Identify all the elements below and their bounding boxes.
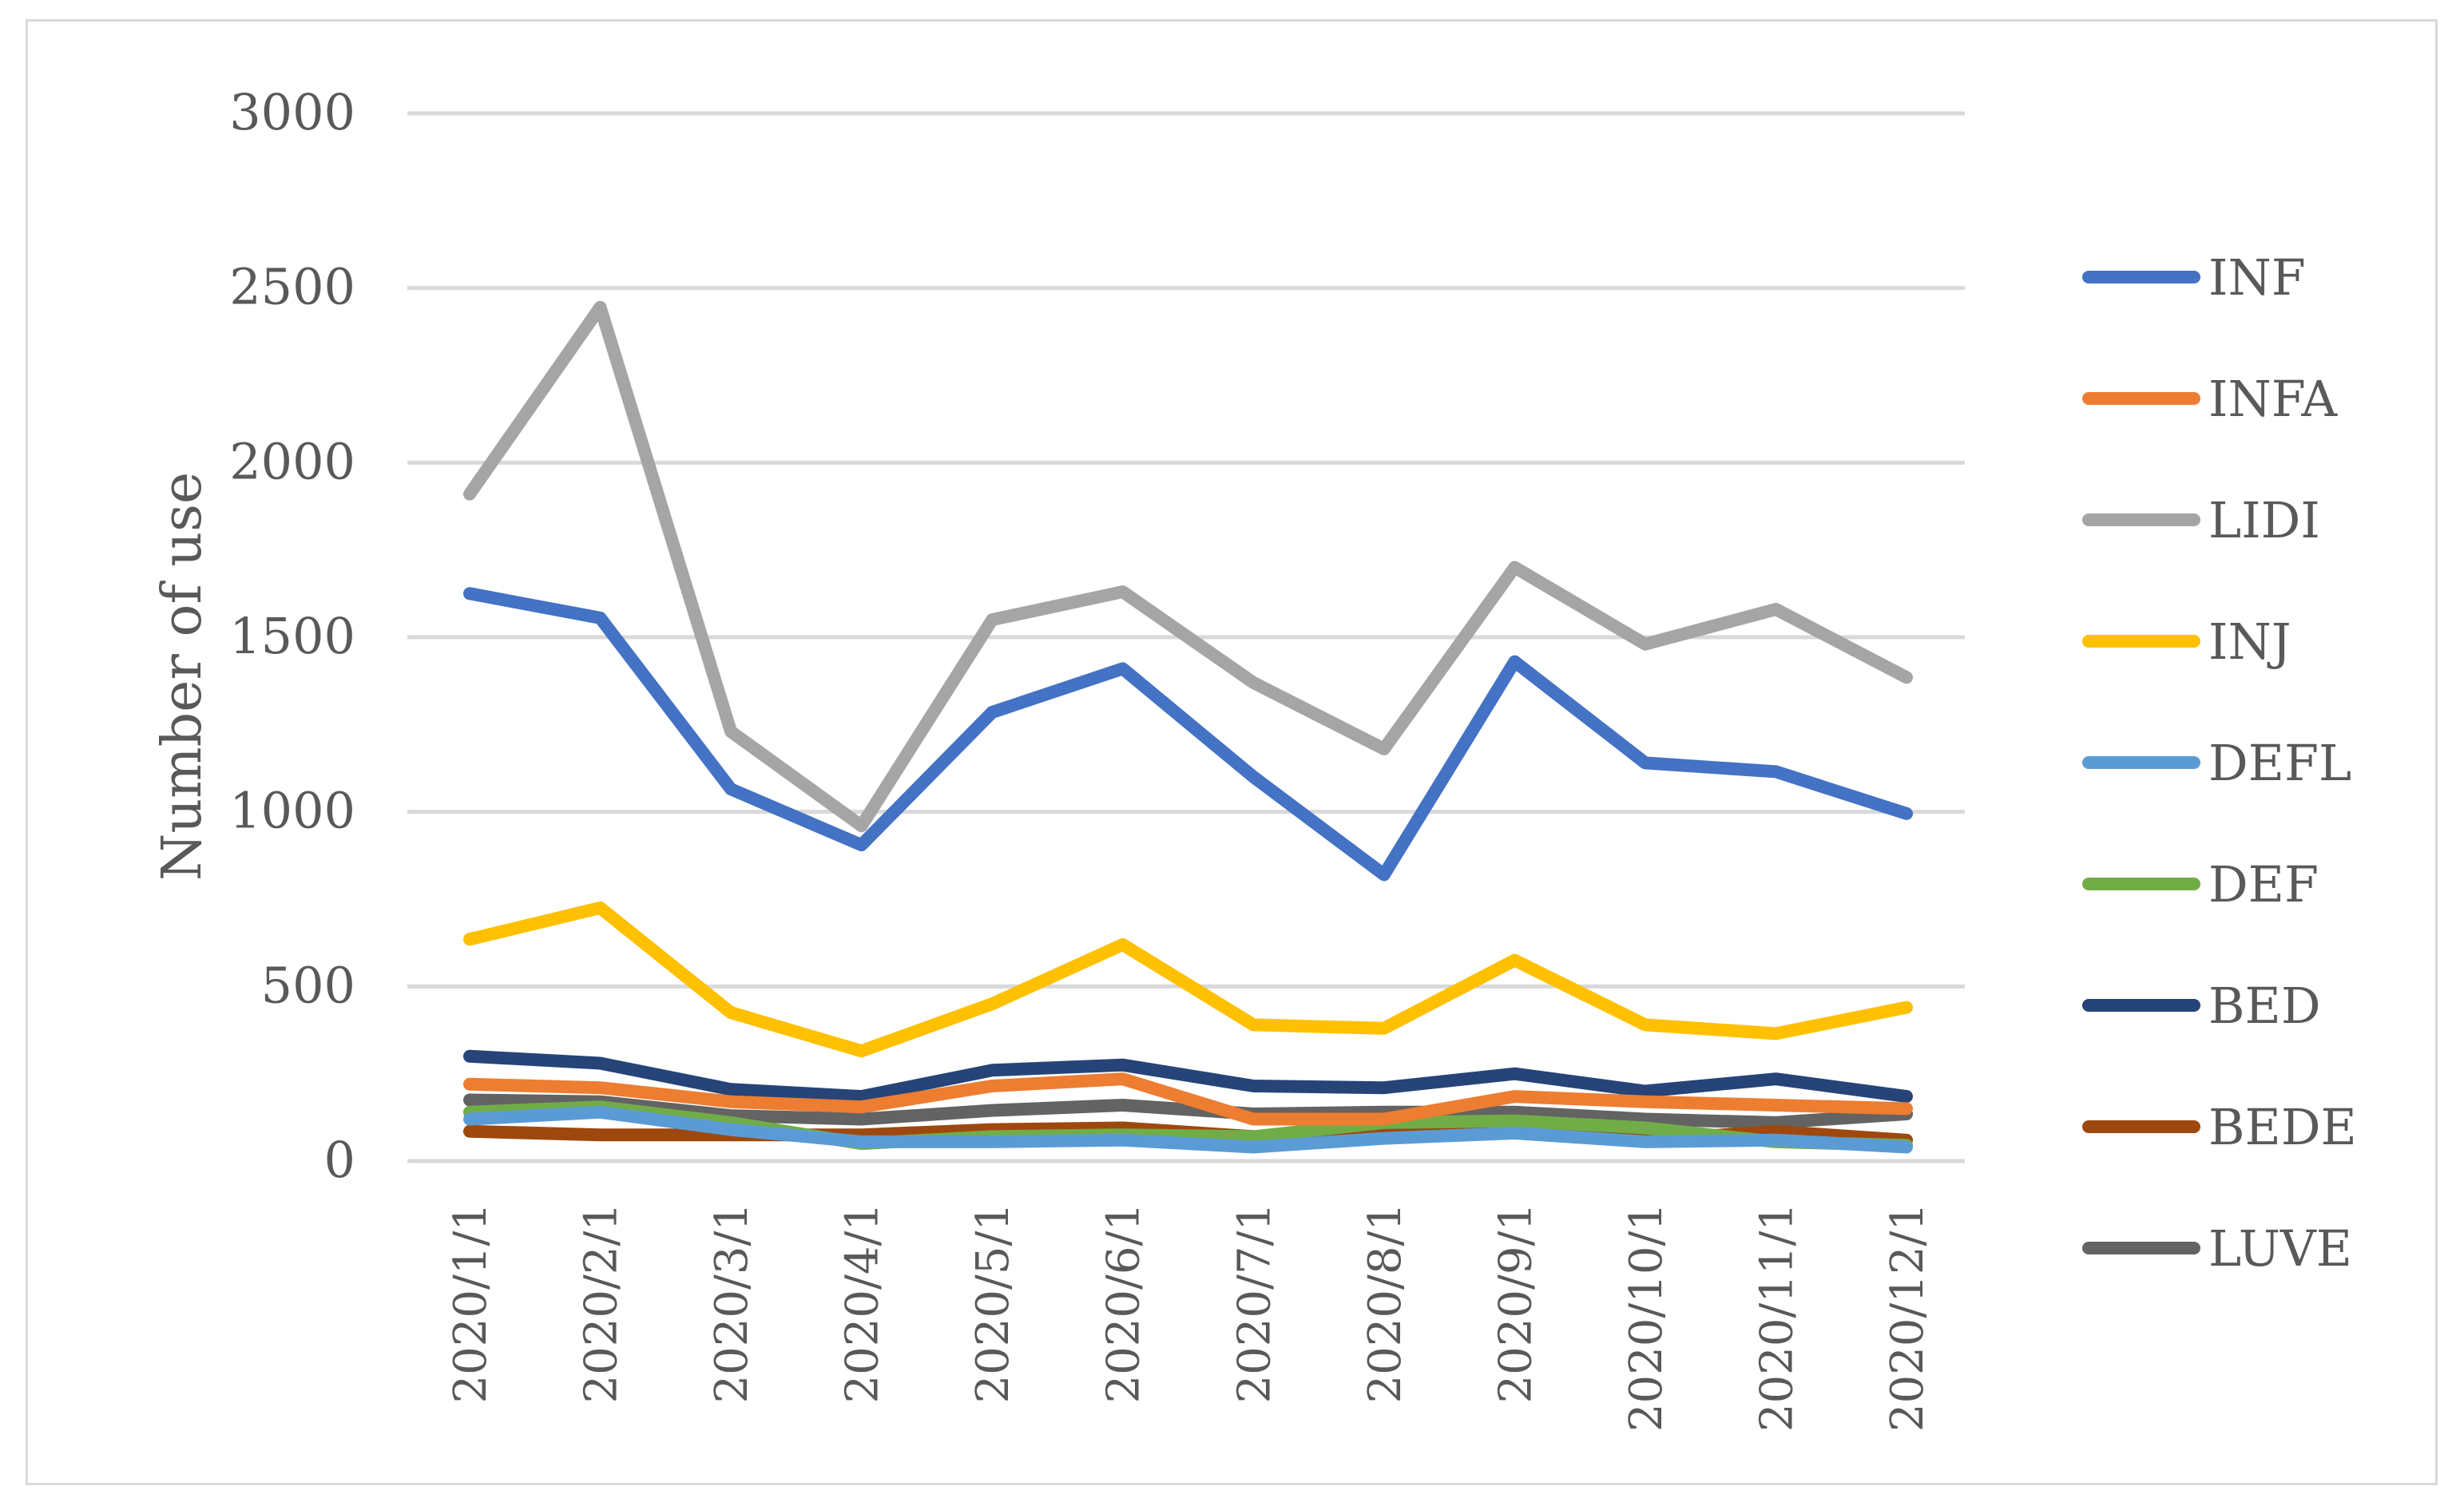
legend-label-inf: INF <box>2208 248 2306 307</box>
series-line-bed <box>463 1049 1913 1104</box>
series-line-def <box>463 1100 1913 1152</box>
y-tick-label: 1000 <box>229 782 355 840</box>
series-line-luve <box>463 1093 1913 1129</box>
legend-label-bede: BEDE <box>2208 1098 2357 1156</box>
legend-label-bed: BED <box>2208 977 2321 1035</box>
x-tick-label: 2020/10/1 <box>1621 1203 1672 1432</box>
legend-label-defl: DEFL <box>2208 734 2351 792</box>
x-tick-label: 2020/12/1 <box>1882 1203 1934 1432</box>
series-line-inf <box>463 587 1913 882</box>
series-line-infa <box>463 1072 1913 1126</box>
x-tick-label: 2020/4/1 <box>837 1203 889 1404</box>
legend-label-def: DEF <box>2208 855 2319 914</box>
series-lines <box>463 300 1913 1154</box>
y-axis-title: Number of use <box>151 472 214 881</box>
x-tick-label: 2020/3/1 <box>706 1203 758 1404</box>
legend: INF INFA LIDI INJ DEFL DEF BED BEDE LUVE <box>2082 248 2357 1278</box>
x-tick-label: 2020/8/1 <box>1359 1203 1411 1404</box>
x-tick-label: 2020/1/1 <box>445 1203 497 1404</box>
series-line-lidi <box>463 300 1913 833</box>
y-tick-label: 1500 <box>229 607 355 665</box>
y-tick-label: 0 <box>324 1131 355 1189</box>
y-tick-label: 2500 <box>229 258 355 316</box>
legend-label-luve: LUVE <box>2208 1219 2352 1278</box>
y-tick-label: 2000 <box>229 432 355 490</box>
x-axis-ticks: 2020/1/1 2020/2/1 2020/3/1 2020/4/1 2020/5/1… <box>445 1203 1934 1432</box>
legend-label-infa: INFA <box>2208 370 2338 428</box>
y-tick-label: 3000 <box>229 83 355 141</box>
gridlines <box>407 111 1965 1163</box>
x-tick-label: 2020/9/1 <box>1490 1203 1541 1404</box>
x-tick-label: 2020/5/1 <box>967 1203 1019 1404</box>
y-axis-ticks: 0 500 1000 1500 2000 2500 3000 <box>229 83 355 1189</box>
legend-label-lidi: LIDI <box>2208 491 2320 549</box>
chart-frame: Number of use 0 500 1000 1500 2000 2500 3000 2… <box>26 19 2438 1485</box>
y-tick-label: 500 <box>261 956 355 1014</box>
x-tick-label: 2020/6/1 <box>1098 1203 1150 1404</box>
series-line-defl <box>463 1105 1913 1154</box>
legend-label-inj: INJ <box>2208 612 2291 671</box>
line-chart: Number of use 0 500 1000 1500 2000 2500 3000 2… <box>151 83 2357 1432</box>
series-line-inj <box>463 901 1913 1058</box>
x-tick-label: 2020/7/1 <box>1228 1203 1280 1404</box>
x-tick-label: 2020/11/1 <box>1751 1203 1803 1432</box>
x-tick-label: 2020/2/1 <box>576 1203 628 1404</box>
